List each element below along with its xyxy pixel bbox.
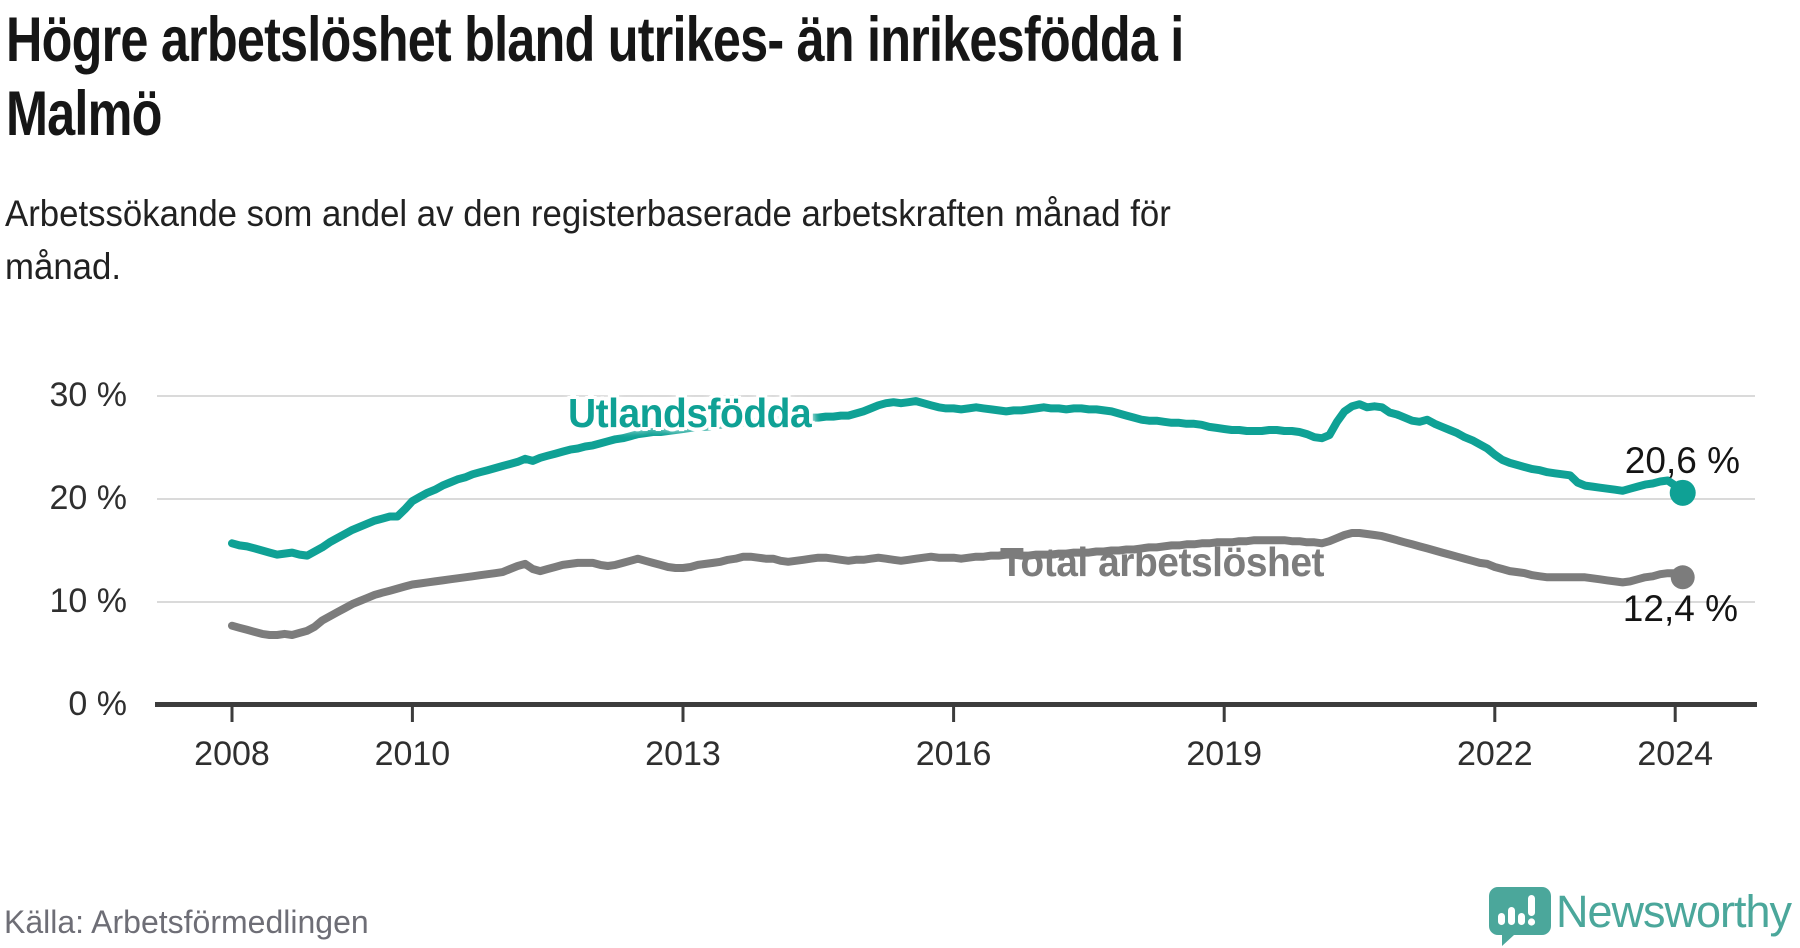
series-label-total-text: Total arbetslöshet — [1000, 539, 1325, 585]
bar-chart-speech-bubble-icon — [1489, 887, 1551, 946]
series-label-total: Total arbetslöshet — [1000, 539, 1341, 586]
y-axis-tick-label: 0 % — [68, 685, 127, 723]
y-axis-tick-label: 20 % — [49, 479, 128, 517]
series-label-foreign-born-text: Utlandsfödda — [568, 390, 812, 436]
chart-subtitle: Arbetssökande som andel av den registerb… — [5, 188, 1245, 293]
source-note: Källa: Arbetsförmedlingen — [4, 904, 369, 940]
x-axis-tick-label: 2016 — [915, 735, 992, 773]
series-label-foreign-born: Utlandsfödda — [568, 390, 824, 437]
data-line-foreign-born — [228, 397, 1687, 560]
bar-1 — [1498, 913, 1505, 925]
brand-name: Newsworthy — [1556, 886, 1792, 937]
exclamation-dot — [1527, 918, 1536, 926]
newsworthy-logo: Newsworthy — [1486, 886, 1796, 948]
chart-subtitle-text: Arbetssökande som andel av den registerb… — [5, 193, 1171, 287]
y-axis-tick-label: 30 % — [49, 376, 128, 414]
page-title-text: Högre arbetslöshet bland utrikes- än inr… — [6, 5, 1184, 149]
end-value-label-foreign-born: 20,6 % — [1624, 440, 1740, 481]
page-title: Högre arbetslöshet bland utrikes- än inr… — [6, 4, 1478, 151]
end-point-dot-total — [1670, 565, 1695, 590]
x-axis-tick-label: 2008 — [194, 735, 270, 773]
exclamation-bar — [1528, 895, 1535, 916]
x-axis-tick-label: 2019 — [1186, 735, 1262, 773]
y-axis-tick-label: 10 % — [49, 582, 128, 620]
x-axis-tick-label: 2010 — [374, 735, 451, 773]
bar-2 — [1508, 907, 1515, 925]
data-line-total — [228, 529, 1687, 639]
end-point-dot-foreign-born — [1669, 479, 1696, 506]
x-axis-tick-label: 2013 — [645, 735, 721, 773]
end-value-label-total: 12,4 % — [1622, 588, 1738, 629]
x-axis-tick-label: 2022 — [1456, 735, 1533, 773]
bar-3 — [1518, 913, 1525, 925]
x-axis-tick-label: 2024 — [1637, 735, 1713, 773]
